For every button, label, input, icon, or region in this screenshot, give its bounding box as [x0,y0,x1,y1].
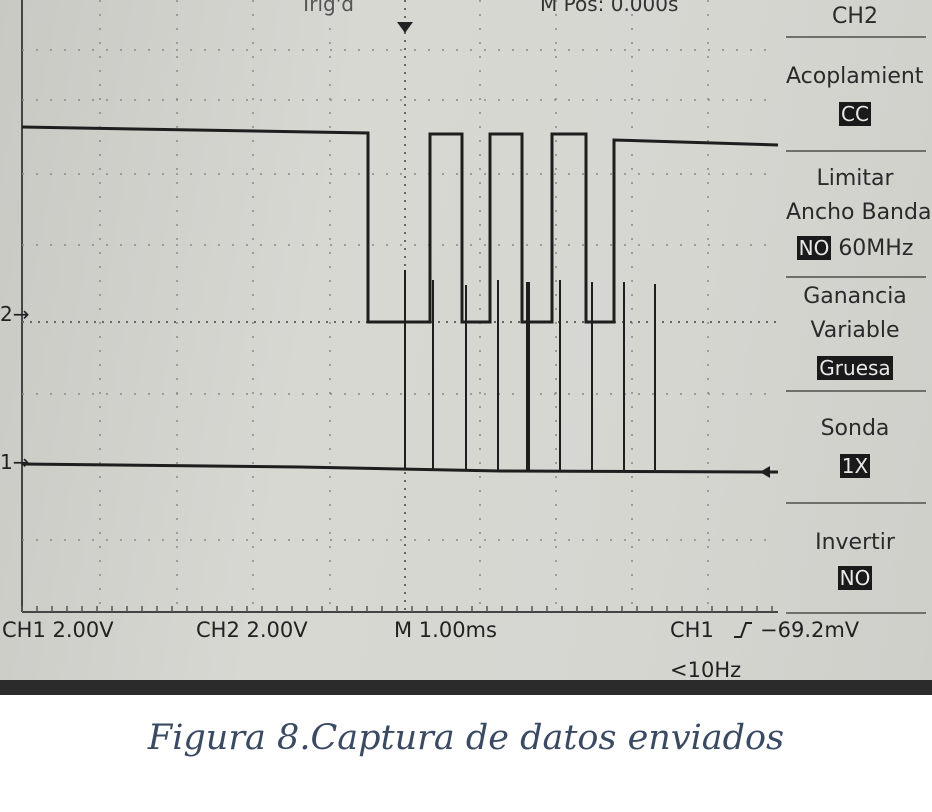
acoplamiento-label: Acoplamient [786,64,924,89]
ch2-waveform [21,125,779,324]
trigger-level-readout: −69.2mV [760,618,860,642]
screen-bezel [0,680,932,695]
waveform-traces [21,125,779,478]
sonda-label: Sonda [820,416,890,441]
sonda-value: 1X [839,454,871,478]
figure-caption: Figura 8.Captura de datos enviados [147,718,785,758]
ch1-ground-marker: 1→ [0,450,30,474]
menu-divider [786,276,926,278]
m-pos-readout: M Pos: 0.000s [540,0,679,16]
graticule [21,0,778,613]
ch1-waveform [21,462,779,474]
limitar-value: NO [796,236,832,260]
acoplamiento-value: CC [839,102,871,126]
menu-title: CH2 [832,4,878,29]
menu-divider [786,150,926,152]
trigger-source-readout: CH1 [670,618,714,642]
menu-divider [786,390,926,392]
ancho-banda-label: Ancho Banda [786,200,932,225]
invertir-label: Invertir [815,530,895,555]
invertir-value: NO [837,566,873,590]
rising-edge-icon [732,619,754,641]
trigger-status: Trig'd [300,0,354,16]
ch2-scale-readout: CH2 2.00V [196,618,308,642]
menu-divider [786,502,926,504]
variable-label: Variable [810,318,900,343]
oscilloscope-photo: M Pos: 0.000s Trig'd 2→ 1→ CH1 2.00V CH2… [0,0,932,695]
frequency-readout: <10Hz [670,658,742,682]
limitar-suffix: 60MHz [838,236,914,261]
trigger-position-icon [397,22,413,33]
channel-menu: CH2 Acoplamient CC Limitar Ancho Banda N… [778,0,932,680]
ch2-ground-marker: 2→ [0,302,30,326]
menu-divider [786,612,926,614]
oscilloscope-screen [21,0,779,613]
trigger-level-marker [760,466,770,478]
timebase-readout: M 1.00ms [394,618,497,642]
ganancia-label: Ganancia [803,284,907,309]
ch1-scale-readout: CH1 2.00V [2,618,114,642]
ganancia-value: Gruesa [817,356,893,380]
menu-divider [786,36,926,38]
limitar-label: Limitar [816,166,894,191]
